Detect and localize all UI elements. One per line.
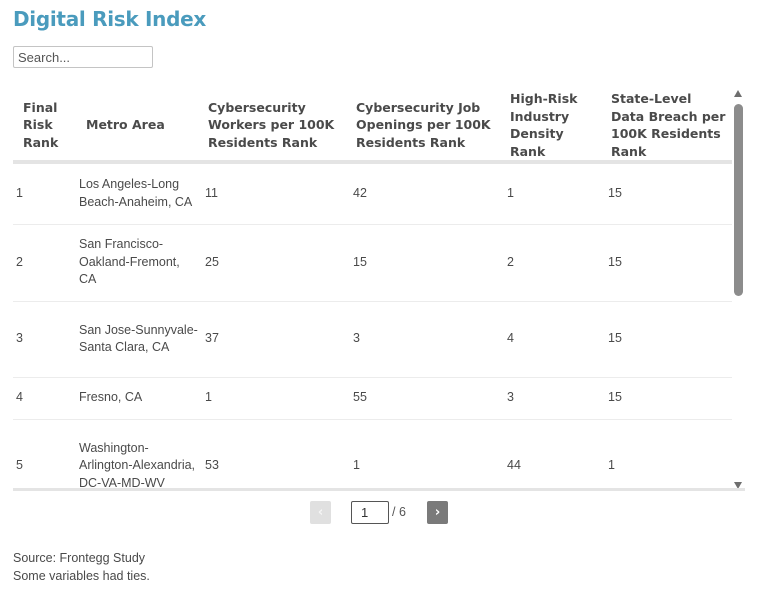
table-header-row: Final Risk Rank Metro Area Cybersecurity… <box>13 90 732 164</box>
cell-metro-area: Washington-Arlington-Alexandria, DC-VA-M… <box>76 419 202 489</box>
cell-job-openings-rank: 1 <box>350 419 504 489</box>
cell-final-rank: 5 <box>13 419 76 489</box>
cell-final-rank: 2 <box>13 224 76 302</box>
cell-workers-rank: 1 <box>202 377 350 420</box>
scroll-thumb[interactable] <box>734 104 743 296</box>
previous-page-button[interactable]: ‹ <box>310 501 331 524</box>
header-cyber-job-openings-rank[interactable]: Cybersecurity Job Openings per 100K Resi… <box>350 90 504 164</box>
cell-final-rank: 1 <box>13 162 76 225</box>
search-input[interactable] <box>13 46 153 68</box>
cell-workers-rank: 25 <box>202 224 350 302</box>
header-data-breach-rank[interactable]: State-Level Data Breach per 100K Residen… <box>605 90 732 164</box>
cell-industry-density-rank: 4 <box>504 301 605 378</box>
header-cyber-workers-rank[interactable]: Cybersecurity Workers per 100K Residents… <box>202 90 350 164</box>
header-metro-area[interactable]: Metro Area <box>76 90 202 164</box>
table-row: 2 San Francisco-Oakland-Fremont, CA 25 1… <box>13 224 732 302</box>
scroll-down-arrow-icon[interactable] <box>734 482 742 489</box>
cell-job-openings-rank: 42 <box>350 162 504 225</box>
cell-industry-density-rank: 3 <box>504 377 605 420</box>
table-bottom-border <box>13 488 745 491</box>
cell-metro-area: San Jose-Sunnyvale-Santa Clara, CA <box>76 301 202 378</box>
cell-industry-density-rank: 44 <box>504 419 605 489</box>
header-high-risk-industry-rank[interactable]: High-Risk Industry Density Rank <box>504 90 605 164</box>
page-number-input[interactable] <box>351 501 389 524</box>
table-row: 5 Washington-Arlington-Alexandria, DC-VA… <box>13 419 732 489</box>
cell-data-breach-rank: 1 <box>605 419 732 489</box>
table-scrollbar[interactable] <box>734 90 743 489</box>
ranking-table: Final Risk Rank Metro Area Cybersecurity… <box>13 90 732 489</box>
table-row: 1 Los Angeles-Long Beach-Anaheim, CA 11 … <box>13 162 732 225</box>
table-viewport[interactable]: Final Risk Rank Metro Area Cybersecurity… <box>13 90 732 489</box>
source-note: Source: Frontegg Study <box>13 551 146 565</box>
page-title: Digital Risk Index <box>13 7 206 31</box>
cell-job-openings-rank: 55 <box>350 377 504 420</box>
cell-data-breach-rank: 15 <box>605 162 732 225</box>
cell-job-openings-rank: 15 <box>350 224 504 302</box>
cell-workers-rank: 37 <box>202 301 350 378</box>
cell-job-openings-rank: 3 <box>350 301 504 378</box>
cell-metro-area: Los Angeles-Long Beach-Anaheim, CA <box>76 162 202 225</box>
page-total-label: / 6 <box>392 505 406 519</box>
cell-metro-area: San Francisco-Oakland-Fremont, CA <box>76 224 202 302</box>
cell-industry-density-rank: 2 <box>504 224 605 302</box>
table-row: 4 Fresno, CA 1 55 3 15 <box>13 377 732 420</box>
header-final-risk-rank[interactable]: Final Risk Rank <box>13 90 76 164</box>
cell-data-breach-rank: 15 <box>605 301 732 378</box>
cell-final-rank: 3 <box>13 301 76 378</box>
table-row: 3 San Jose-Sunnyvale-Santa Clara, CA 37 … <box>13 301 732 378</box>
footnotes: Source: Frontegg Study Some variables ha… <box>13 549 150 585</box>
cell-industry-density-rank: 1 <box>504 162 605 225</box>
next-page-button[interactable]: › <box>427 501 448 524</box>
cell-workers-rank: 53 <box>202 419 350 489</box>
cell-workers-rank: 11 <box>202 162 350 225</box>
cell-data-breach-rank: 15 <box>605 224 732 302</box>
ties-note: Some variables had ties. <box>13 569 150 583</box>
cell-data-breach-rank: 15 <box>605 377 732 420</box>
cell-final-rank: 4 <box>13 377 76 420</box>
cell-metro-area: Fresno, CA <box>76 377 202 420</box>
scroll-up-arrow-icon[interactable] <box>734 90 742 97</box>
